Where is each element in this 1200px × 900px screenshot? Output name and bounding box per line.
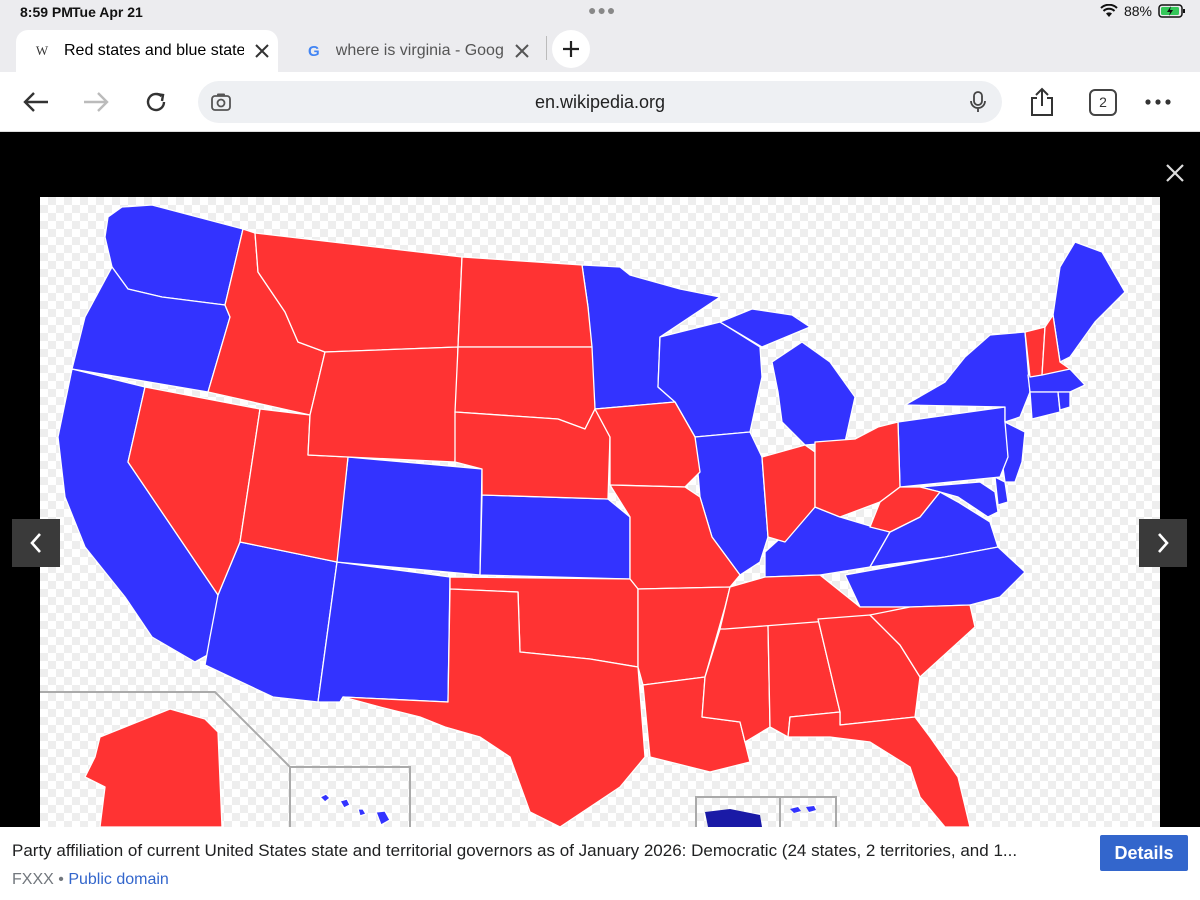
state-me xyxy=(1052,241,1126,363)
state-de xyxy=(994,476,1009,506)
image-caption-panel: Party affiliation of current United Stat… xyxy=(0,827,1200,900)
wikipedia-favicon-icon: W xyxy=(35,43,49,58)
plus-icon xyxy=(563,41,579,57)
microphone-icon[interactable] xyxy=(970,91,986,113)
state-nh xyxy=(1041,314,1071,376)
state-ks xyxy=(479,494,631,580)
previous-image-button[interactable] xyxy=(12,519,60,567)
tab-title: where is virginia - Google Search xyxy=(335,42,504,59)
territory-pr xyxy=(705,809,762,827)
share-button[interactable] xyxy=(1026,86,1058,118)
back-button[interactable] xyxy=(20,86,52,118)
close-tab-icon[interactable] xyxy=(250,39,274,63)
state-mo xyxy=(609,484,741,590)
forward-arrow-icon xyxy=(84,92,109,112)
state-nm xyxy=(317,561,451,703)
tab-switcher-button[interactable]: 2 xyxy=(1089,89,1117,116)
close-tab-icon[interactable] xyxy=(510,39,534,63)
next-image-button[interactable] xyxy=(1139,519,1187,567)
wifi-icon xyxy=(1100,4,1118,17)
state-nv xyxy=(127,386,261,596)
tab-google[interactable]: G where is virginia - Google Search xyxy=(288,30,534,72)
back-arrow-icon xyxy=(23,92,48,112)
caption-meta: FXXX • Public domain xyxy=(12,871,169,889)
state-wy xyxy=(307,346,459,463)
chevron-left-icon xyxy=(30,533,41,553)
status-bar: 8:59 PM Tue Apr 21 ●●● 88% xyxy=(0,0,1200,24)
state-ne xyxy=(454,408,611,500)
google-favicon-icon: G xyxy=(308,42,320,60)
caption-text: Party affiliation of current United Stat… xyxy=(12,841,1018,860)
democratic-states xyxy=(57,204,1126,826)
state-ia xyxy=(594,401,701,488)
caption-author: FXXX xyxy=(12,871,54,888)
state-fl xyxy=(787,711,971,827)
republican-states xyxy=(84,228,1071,827)
inset-borders xyxy=(40,691,837,827)
state-ct xyxy=(1029,391,1061,420)
state-tx xyxy=(342,588,646,827)
state-wv xyxy=(869,486,941,533)
state-co xyxy=(335,456,483,576)
state-md xyxy=(919,481,999,518)
state-ny xyxy=(904,331,1031,423)
map-image xyxy=(40,197,1160,827)
state-nd xyxy=(457,256,593,348)
battery-percent: 88% xyxy=(1123,3,1152,19)
forward-button[interactable] xyxy=(80,86,112,118)
state-ak xyxy=(84,708,223,827)
new-tab-button[interactable] xyxy=(552,30,590,68)
state-hi xyxy=(319,793,391,826)
battery-charging-icon xyxy=(1158,4,1185,18)
caption-separator: • xyxy=(58,871,64,888)
browser-toolbar: en.wikipedia.org xyxy=(0,72,1200,132)
address-bar[interactable]: en.wikipedia.org xyxy=(198,81,1002,123)
license-link[interactable]: Public domain xyxy=(68,871,169,888)
share-icon xyxy=(1031,87,1053,116)
territory-vi xyxy=(790,806,816,813)
territories xyxy=(705,806,816,827)
status-date: Tue Apr 21 xyxy=(72,4,143,20)
status-time: 8:59 PM xyxy=(20,4,73,20)
tab-divider xyxy=(546,36,547,60)
state-sc xyxy=(869,604,976,678)
more-menu-button[interactable] xyxy=(1142,86,1174,118)
chevron-right-icon xyxy=(1158,533,1169,553)
multitasking-dots-icon[interactable]: ●●● xyxy=(588,2,617,18)
reload-icon xyxy=(146,92,166,112)
more-dots-icon xyxy=(1145,99,1171,105)
details-button[interactable]: Details xyxy=(1100,835,1188,871)
close-viewer-icon[interactable] xyxy=(1166,164,1184,182)
us-governors-map xyxy=(40,204,1126,827)
url-text: en.wikipedia.org xyxy=(534,92,666,112)
lens-camera-icon[interactable] xyxy=(210,92,232,112)
tab-strip: W Red states and blue states - Wikipedia… xyxy=(0,24,1200,72)
tab-wikipedia[interactable]: W Red states and blue states - Wikipedia xyxy=(16,30,278,72)
reload-button[interactable] xyxy=(140,86,172,118)
state-pa xyxy=(897,406,1009,488)
tab-title: Red states and blue states - Wikipedia xyxy=(64,42,244,59)
state-ri xyxy=(1057,391,1071,411)
media-viewer xyxy=(0,133,1200,827)
